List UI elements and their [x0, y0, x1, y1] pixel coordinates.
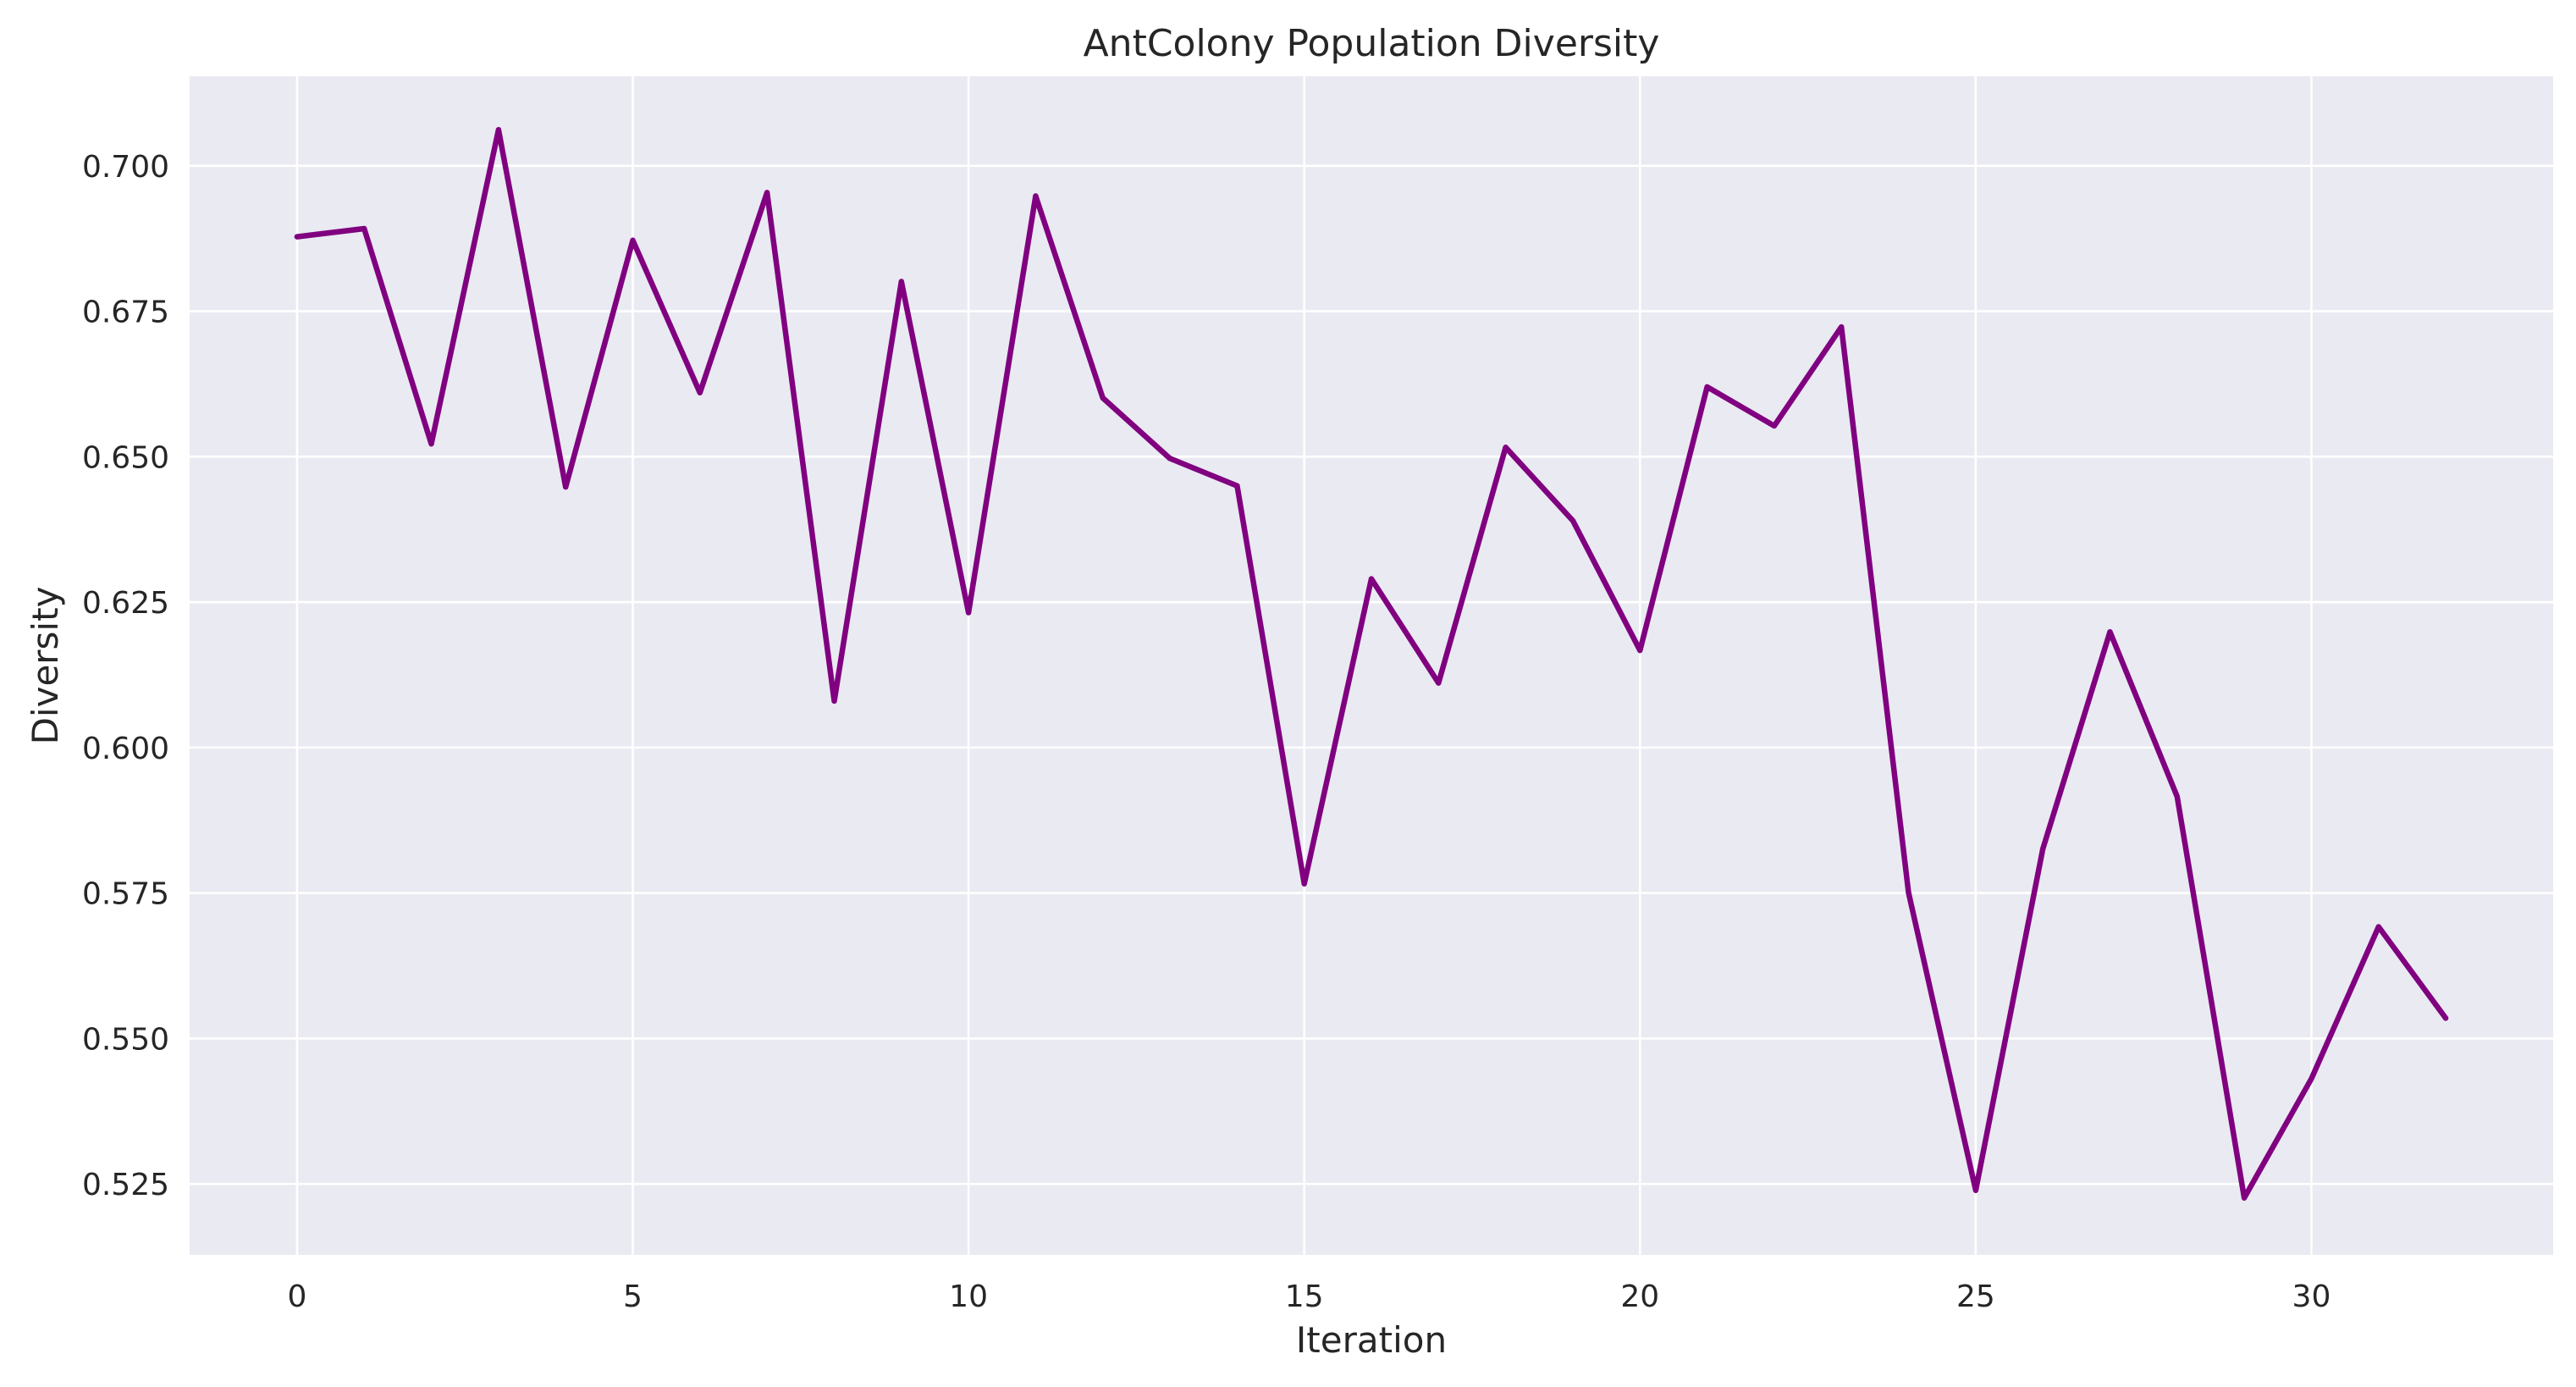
- series-lines: [294, 126, 2449, 1201]
- data-point: [1637, 648, 1643, 654]
- x-tick-labels: 0 5 10 15 20 25 30: [287, 1279, 2331, 1314]
- data-point: [361, 226, 367, 232]
- chart-title: AntColony Population Diversity: [1084, 22, 1660, 65]
- x-tick-label: 25: [1956, 1279, 1995, 1314]
- x-tick-label: 30: [2292, 1279, 2331, 1314]
- grid-lines: [190, 76, 2553, 1255]
- data-point: [1100, 395, 1106, 401]
- data-point: [1167, 456, 1173, 461]
- y-tick-label: 0.575: [82, 877, 169, 912]
- x-axis-label: Iteration: [1296, 1319, 1447, 1361]
- y-tick-label: 0.525: [82, 1168, 169, 1202]
- y-tick-label: 0.625: [82, 586, 169, 621]
- x-tick-label: 15: [1285, 1279, 1324, 1314]
- data-point: [2443, 1015, 2449, 1021]
- data-point: [1503, 445, 1509, 450]
- data-point: [764, 190, 770, 196]
- data-point: [2308, 1075, 2314, 1081]
- data-point: [697, 390, 703, 395]
- data-point: [1234, 483, 1240, 489]
- data-point: [1301, 881, 1307, 887]
- y-tick-label: 0.600: [82, 732, 169, 766]
- y-tick-labels: 0.525 0.550 0.575 0.600 0.625 0.650 0.675 0.700: [82, 150, 169, 1202]
- data-point: [831, 698, 837, 704]
- y-tick-label: 0.675: [82, 296, 169, 330]
- data-point: [428, 441, 434, 447]
- data-point: [294, 234, 300, 240]
- y-axis-label: Diversity: [25, 587, 66, 745]
- data-point: [1771, 423, 1777, 428]
- data-point: [966, 610, 972, 616]
- data-point: [1906, 889, 1911, 895]
- y-tick-label: 0.550: [82, 1022, 169, 1057]
- data-point: [630, 237, 636, 243]
- data-point: [1839, 324, 1845, 330]
- x-tick-label: 10: [949, 1279, 988, 1314]
- data-point: [2107, 629, 2113, 635]
- data-point: [495, 127, 501, 133]
- data-point: [2040, 846, 2046, 852]
- x-tick-label: 5: [623, 1279, 643, 1314]
- y-tick-label: 0.650: [82, 440, 169, 475]
- data-point: [2174, 793, 2180, 799]
- x-tick-label: 0: [287, 1279, 306, 1314]
- data-point: [1436, 680, 1442, 686]
- data-point: [898, 279, 904, 285]
- data-point: [1972, 1187, 1978, 1193]
- data-point: [1569, 517, 1575, 523]
- data-point: [2242, 1195, 2248, 1201]
- data-point: [1369, 576, 1374, 582]
- data-point: [1033, 193, 1039, 199]
- x-tick-label: 20: [1620, 1279, 1659, 1314]
- data-point: [1704, 384, 1710, 390]
- data-point: [563, 484, 569, 490]
- plot-area: [190, 76, 2553, 1255]
- data-point: [2375, 924, 2381, 930]
- y-tick-label: 0.700: [82, 150, 169, 185]
